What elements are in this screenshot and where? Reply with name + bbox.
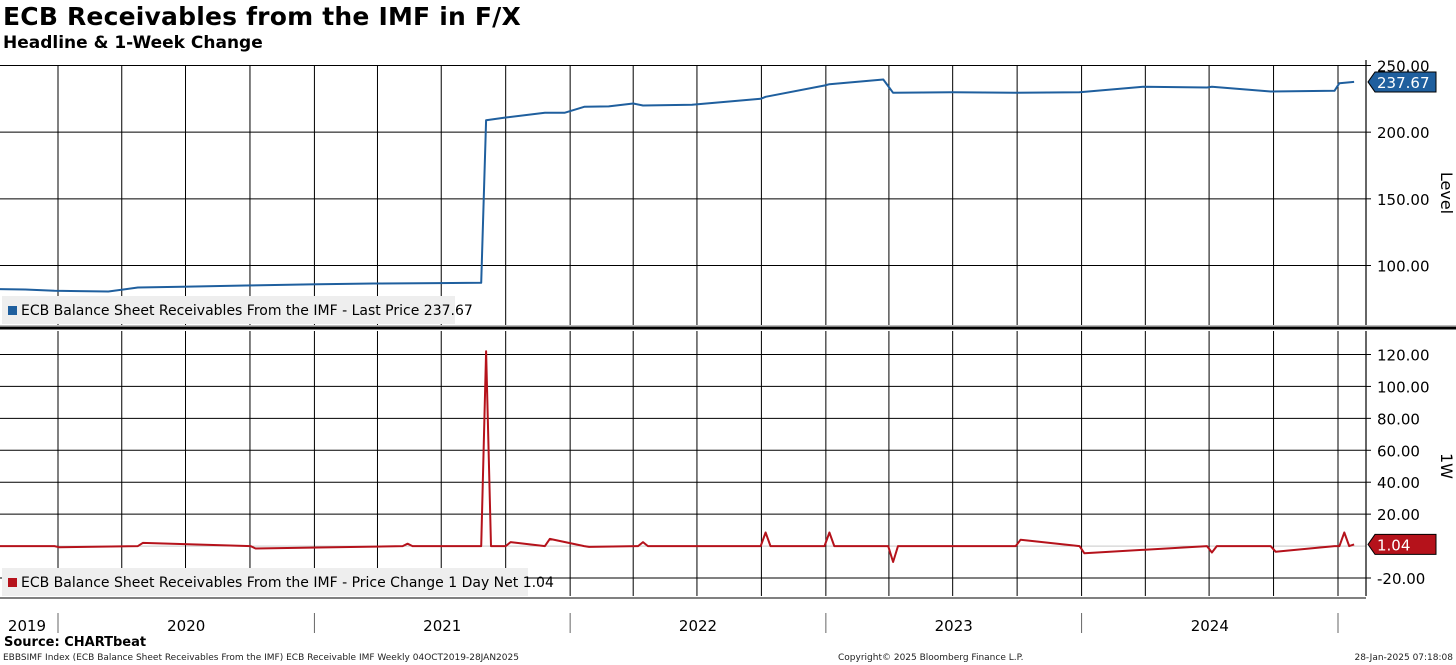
level-last-value-tag-text: 237.67 [1377,74,1430,92]
lower-ytick-label: 60.00 [1377,442,1420,460]
lower-ytick-label: -20.00 [1377,570,1425,588]
upper-axis-title: Level [1437,172,1456,214]
lower-ytick-label: 120.00 [1377,347,1430,365]
change-last-value-tag: 1.04 [1367,533,1437,555]
lower-ytick-label: 100.00 [1377,378,1430,396]
upper-ytick-label: 200.00 [1377,124,1430,142]
chart-subtitle: Headline & 1-Week Change [3,33,263,53]
upper-ytick-label: 100.00 [1377,258,1430,276]
change-last-value-tag-text: 1.04 [1377,536,1410,554]
level-legend: ECB Balance Sheet Receivables From the I… [2,296,473,324]
level-legend-bg [2,296,455,324]
legend-layer: ECB Balance Sheet Receivables From the I… [2,296,554,596]
lower-ytick-label: 20.00 [1377,506,1420,524]
change-legend-label: ECB Balance Sheet Receivables From the I… [21,575,554,591]
copyright: Copyright© 2025 Bloomberg Finance L.P. [838,653,1024,663]
level-last-value-tag: 237.67 [1367,71,1437,93]
change-legend-bg [2,568,528,596]
source-note: Source: CHARTbeat [4,635,147,650]
x-axis-band [0,598,1456,633]
grid-layer [0,65,1456,596]
lower-ytick-label: 80.00 [1377,410,1420,428]
series-layer [0,78,1355,563]
axis-layer: 100.00 150.00 200.00 250.00 -20.00 20.00 40.00… [0,58,1456,635]
x-year-label: 2021 [423,617,461,635]
lower-axis-title: 1W [1437,453,1456,479]
x-year-label: 2019 [8,617,46,635]
chart-title: ECB Receivables from the IMF in F/X [3,2,521,31]
upper-ytick-label: 250.00 [1377,58,1430,76]
x-year-label: 2022 [679,617,717,635]
change-legend-swatch [8,578,17,587]
x-year-label: 2020 [167,617,205,635]
lower-ytick-label: 40.00 [1377,474,1420,492]
timestamp: 28-Jan-2025 07:18:08 [1354,653,1453,663]
x-year-label: 2024 [1191,617,1229,635]
upper-ytick-label: 150.00 [1377,191,1430,209]
index-info: EBBSIMF Index (ECB Balance Sheet Receiva… [3,653,519,663]
x-year-label: 2023 [935,617,973,635]
level-legend-label: ECB Balance Sheet Receivables From the I… [21,303,473,319]
change-legend: ECB Balance Sheet Receivables From the I… [2,568,554,596]
level-series-line [0,78,1355,293]
level-legend-swatch [8,306,17,315]
change-series-line [0,350,1355,563]
